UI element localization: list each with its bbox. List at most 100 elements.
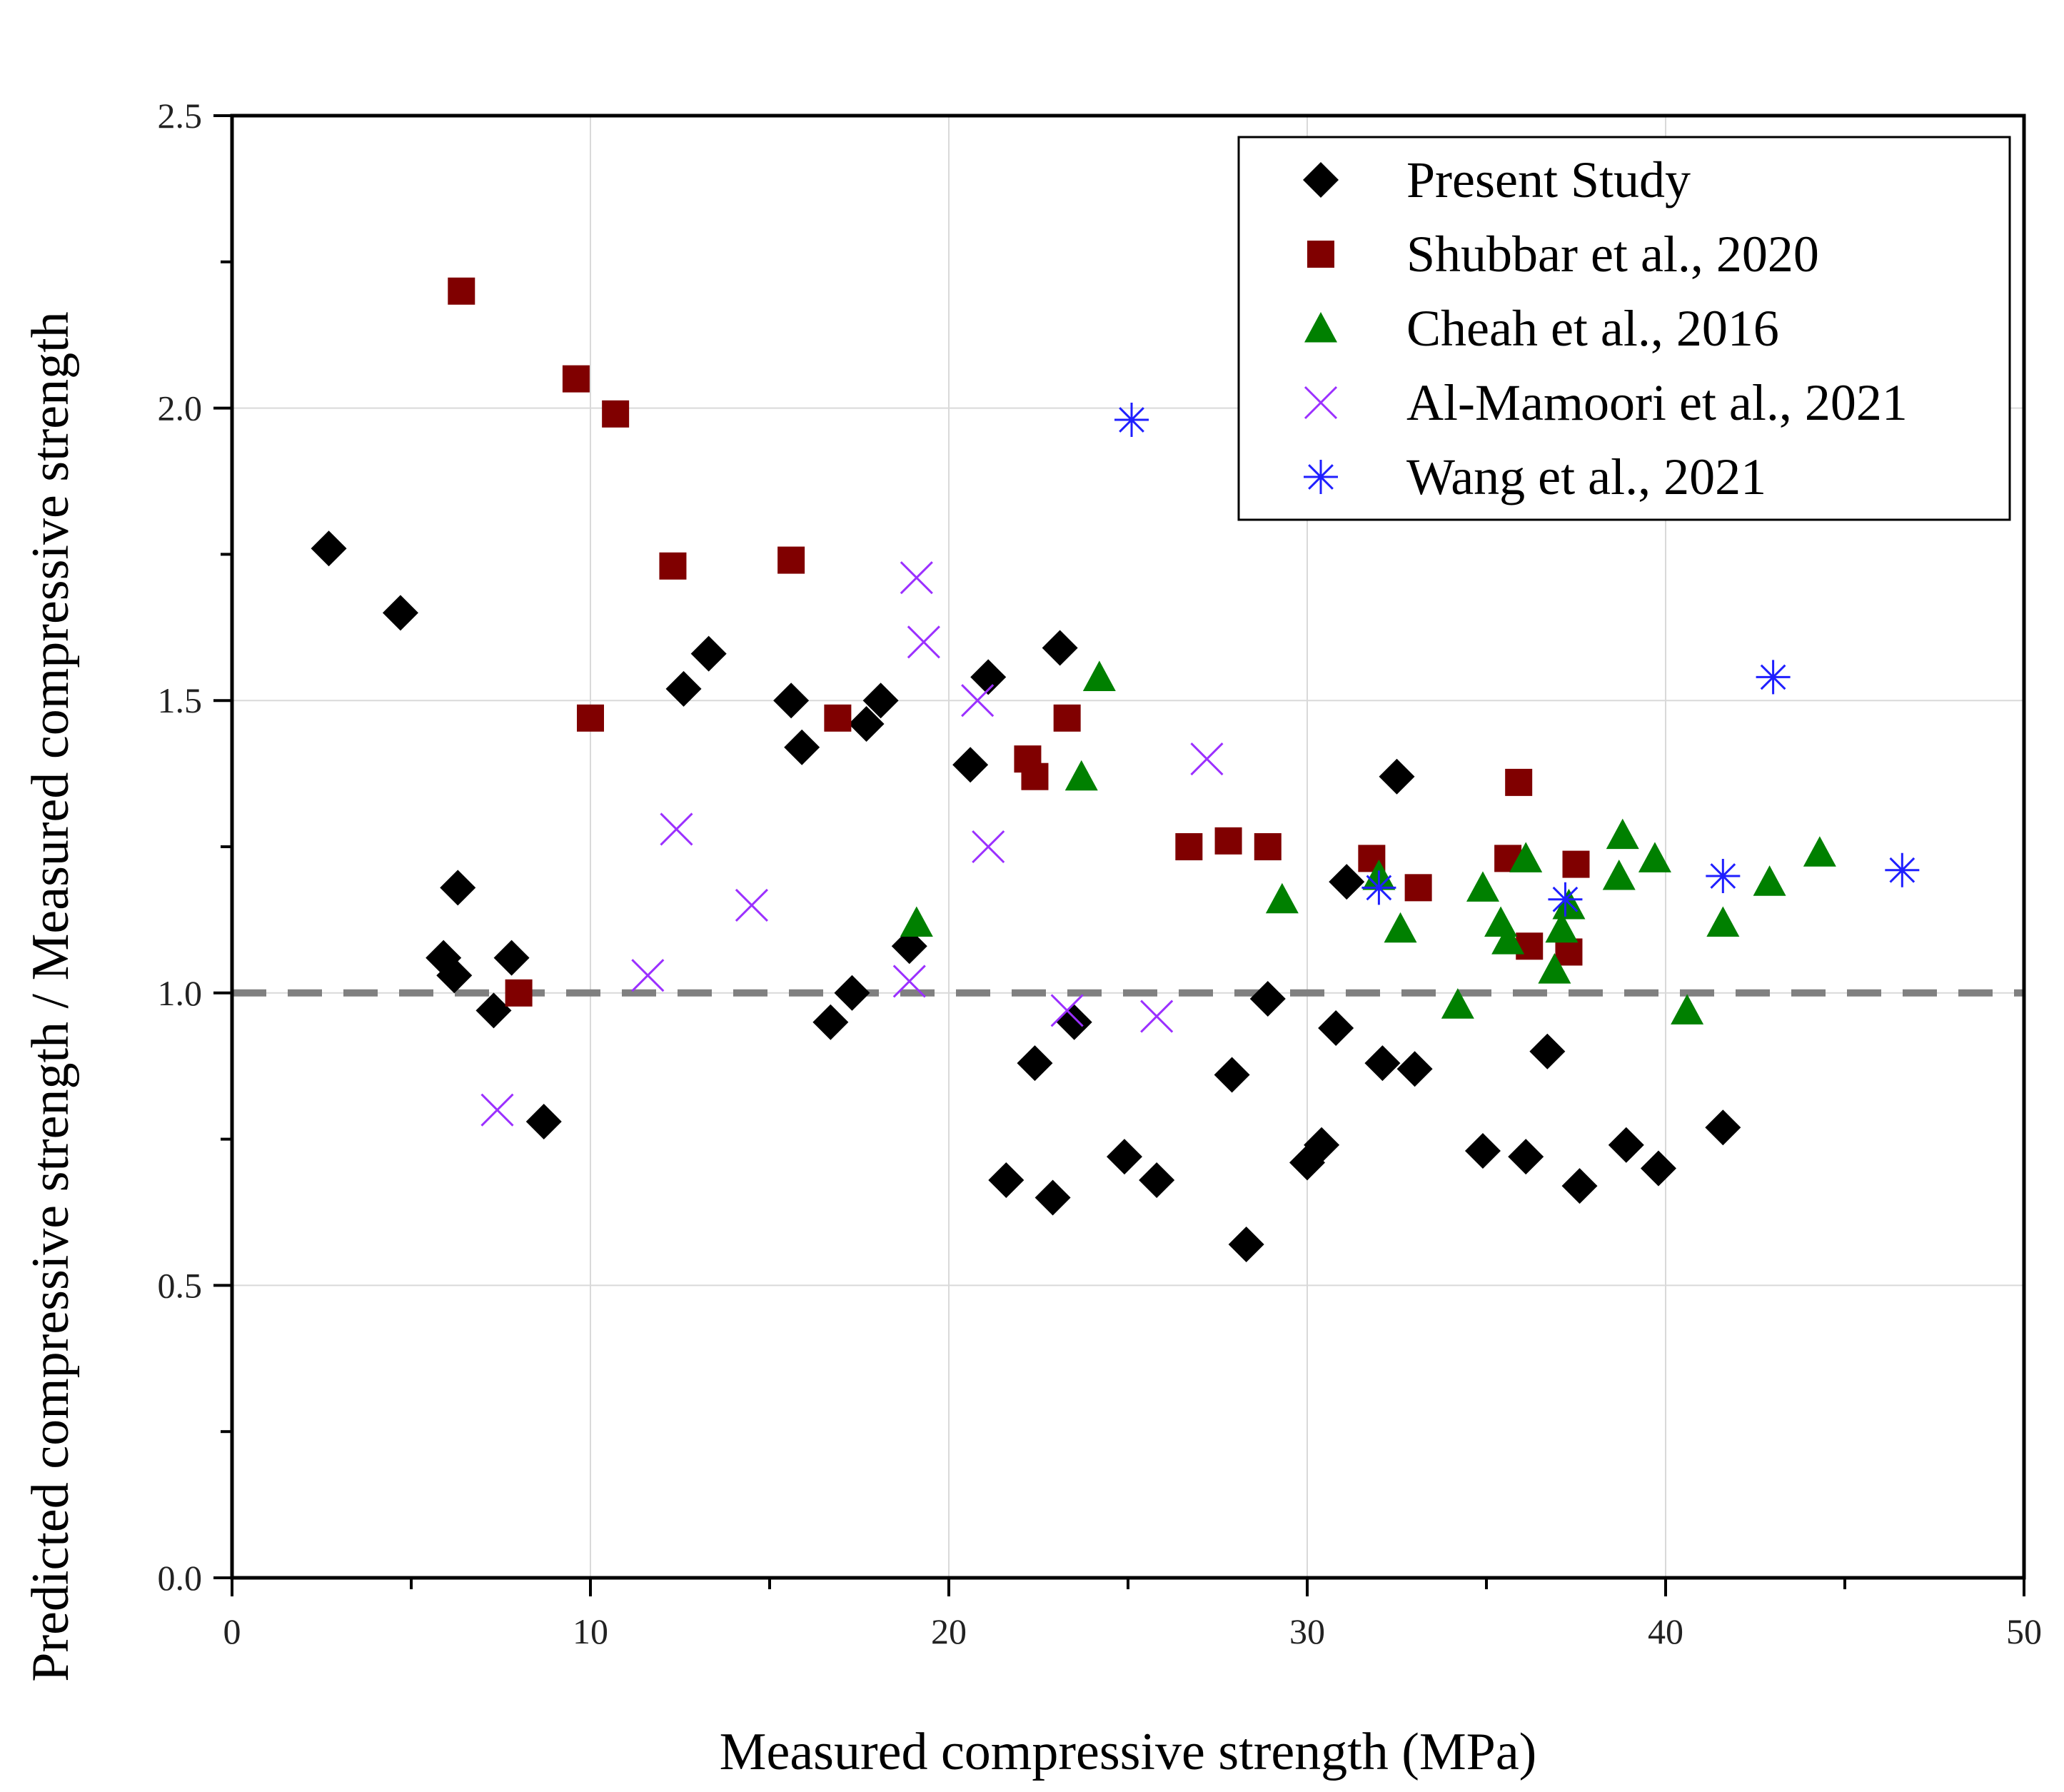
point-al-mamoori-et-al-2021: [892, 965, 926, 998]
point-present-study: [812, 1004, 849, 1040]
point-present-study: [382, 595, 418, 631]
point-present-study: [988, 1162, 1025, 1198]
point-wang-et-al-2021: [1548, 882, 1583, 917]
point-wang-et-al-2021: [1756, 660, 1791, 695]
point-present-study: [436, 957, 473, 994]
legend: Present Study Shubbar et al., 2020 Cheah e…: [1237, 136, 2011, 521]
point-cheah-et-al-2016: [1803, 836, 1836, 867]
point-al-mamoori-et-al-2021: [961, 684, 995, 718]
legend-marker: [1307, 241, 1334, 268]
legend-box: [1237, 136, 2011, 521]
point-shubbar-et-al-2020: [1021, 762, 1049, 790]
point-shubbar-et-al-2020: [1053, 704, 1081, 732]
point-present-study: [773, 683, 810, 719]
y-tick-label: 2.0: [158, 388, 203, 428]
legend-marker: [1304, 312, 1337, 343]
point-al-mamoori-et-al-2021: [972, 830, 1005, 864]
point-present-study: [1228, 1227, 1264, 1263]
point-present-study: [1318, 1010, 1354, 1046]
point-al-mamoori-et-al-2021: [735, 888, 768, 922]
point-present-study: [1396, 1051, 1433, 1087]
point-al-mamoori-et-al-2021: [631, 959, 665, 992]
point-present-study: [440, 870, 476, 906]
point-present-study: [891, 928, 927, 965]
point-present-study: [1106, 1139, 1142, 1175]
point-cheah-et-al-2016: [1509, 842, 1543, 872]
point-al-mamoori-et-al-2021: [900, 561, 933, 595]
point-cheah-et-al-2016: [1384, 912, 1417, 943]
y-tick-label: 1.5: [158, 680, 203, 720]
point-shubbar-et-al-2020: [1404, 874, 1432, 902]
legend-label: Present Study: [1406, 151, 1691, 208]
legend-marker: [1304, 386, 1338, 420]
point-present-study: [1249, 980, 1286, 1017]
legend-marker: [1303, 162, 1339, 198]
y-tick-label: 2.5: [158, 96, 203, 136]
legend-marker: [1304, 460, 1338, 494]
x-tick-label: 0: [223, 1611, 241, 1651]
point-cheah-et-al-2016: [1602, 859, 1636, 890]
point-present-study: [862, 683, 899, 719]
point-cheah-et-al-2016: [1441, 988, 1474, 1019]
legend-label: Shubbar et al., 2020: [1406, 226, 1819, 283]
point-cheah-et-al-2016: [1466, 871, 1499, 902]
point-cheah-et-al-2016: [900, 906, 933, 937]
point-present-study: [784, 729, 820, 765]
point-present-study: [1329, 864, 1365, 900]
point-present-study: [952, 747, 989, 783]
x-tick-label: 50: [2006, 1611, 2042, 1651]
point-present-study: [1139, 1162, 1175, 1198]
point-wang-et-al-2021: [1885, 852, 1920, 887]
point-cheah-et-al-2016: [1082, 660, 1116, 691]
point-cheah-et-al-2016: [1753, 865, 1786, 896]
point-al-mamoori-et-al-2021: [480, 1093, 514, 1127]
point-present-study: [834, 975, 870, 1011]
point-al-mamoori-et-al-2021: [907, 625, 940, 659]
point-al-mamoori-et-al-2021: [1050, 994, 1084, 1027]
point-cheah-et-al-2016: [1606, 818, 1639, 850]
point-present-study: [1364, 1045, 1401, 1082]
point-present-study: [1379, 758, 1415, 795]
point-cheah-et-al-2016: [1265, 882, 1299, 914]
point-shubbar-et-al-2020: [777, 546, 805, 574]
point-shubbar-et-al-2020: [1555, 938, 1583, 966]
point-wang-et-al-2021: [1361, 870, 1396, 905]
point-present-study: [1304, 1127, 1340, 1163]
x-tick-label: 20: [931, 1611, 967, 1651]
point-present-study: [525, 1104, 562, 1140]
point-present-study: [690, 635, 727, 672]
point-wang-et-al-2021: [1706, 858, 1741, 893]
x-tick-label: 30: [1289, 1611, 1325, 1651]
point-present-study: [848, 705, 885, 742]
point-present-study: [1705, 1109, 1741, 1146]
point-shubbar-et-al-2020: [1562, 850, 1590, 878]
point-present-study: [1464, 1132, 1501, 1169]
point-present-study: [1640, 1150, 1676, 1187]
point-cheah-et-al-2016: [1671, 994, 1704, 1025]
point-al-mamoori-et-al-2021: [660, 812, 693, 846]
legend-label: Al-Mamoori et al., 2021: [1406, 374, 1908, 431]
point-shubbar-et-al-2020: [1175, 833, 1203, 860]
point-al-mamoori-et-al-2021: [1190, 743, 1224, 776]
point-shubbar-et-al-2020: [1516, 932, 1544, 960]
point-shubbar-et-al-2020: [659, 552, 687, 580]
point-present-study: [1608, 1127, 1644, 1163]
point-cheah-et-al-2016: [1491, 924, 1525, 955]
point-present-study: [1508, 1139, 1544, 1175]
point-cheah-et-al-2016: [1064, 760, 1098, 791]
point-present-study: [1529, 1033, 1566, 1069]
point-wang-et-al-2021: [1114, 402, 1149, 437]
point-shubbar-et-al-2020: [562, 365, 590, 393]
point-cheah-et-al-2016: [1538, 953, 1571, 984]
y-tick-label: 0.5: [158, 1265, 203, 1305]
legend-label: Wang et al., 2021: [1406, 448, 1766, 505]
point-present-study: [1017, 1045, 1053, 1082]
point-shubbar-et-al-2020: [824, 704, 852, 732]
point-shubbar-et-al-2020: [1254, 833, 1282, 860]
x-axis-title: Measured compressive strength (MPa): [720, 1723, 1537, 1781]
point-present-study: [970, 659, 1007, 695]
point-present-study: [1214, 1057, 1250, 1093]
y-axis-title: Predicted compressive strength / Measure…: [21, 311, 80, 1681]
y-tick-label: 1.0: [158, 973, 203, 1013]
